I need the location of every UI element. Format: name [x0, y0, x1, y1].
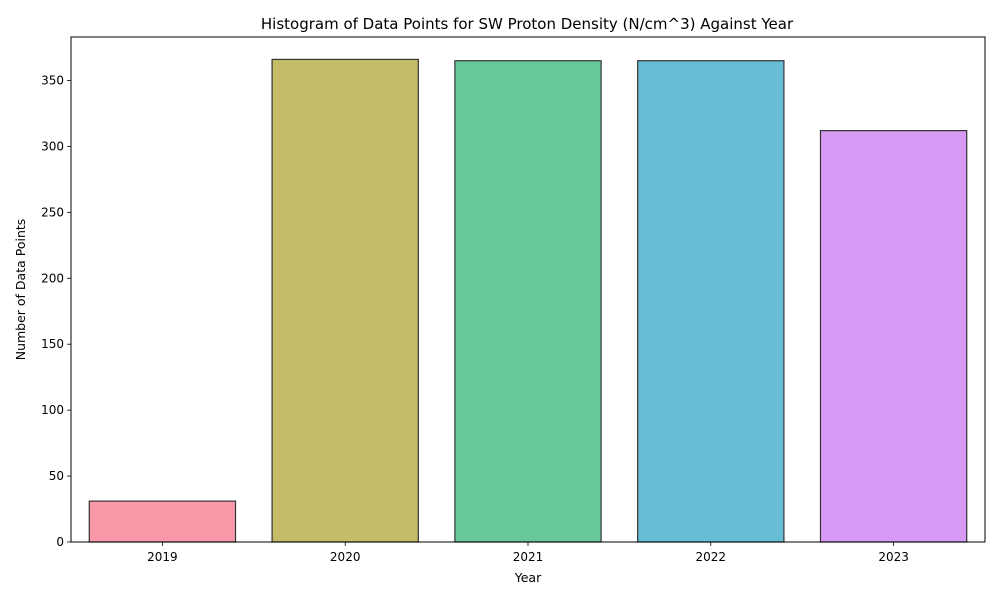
x-tick-label: 2019	[147, 550, 178, 564]
y-tick-label: 150	[41, 337, 64, 351]
y-tick-label: 300	[41, 139, 64, 153]
y-tick-label: 50	[49, 469, 64, 483]
y-tick-label: 200	[41, 271, 64, 285]
y-tick-label: 250	[41, 205, 64, 219]
x-axis-label: Year	[514, 570, 542, 585]
x-tick-label: 2021	[513, 550, 544, 564]
bars-layer	[88, 58, 968, 543]
bar-2022	[637, 60, 785, 543]
bar-2019	[88, 500, 237, 543]
y-axis: 0 50 100 150 200 250 300 350	[41, 74, 71, 549]
x-tick-label: 2020	[330, 550, 361, 564]
bar-2021	[454, 60, 602, 543]
y-tick-label: 100	[41, 403, 64, 417]
bar-2020	[271, 58, 419, 543]
y-axis-label: Number of Data Points	[13, 219, 28, 361]
x-axis: 2019 2020 2021 2022 2023	[147, 542, 909, 564]
chart-title: Histogram of Data Points for SW Proton D…	[261, 15, 794, 33]
x-tick-label: 2023	[878, 550, 909, 564]
bar-2023	[819, 130, 968, 543]
x-tick-label: 2022	[696, 550, 727, 564]
y-tick-label: 350	[41, 74, 64, 88]
y-tick-label: 0	[56, 535, 64, 549]
